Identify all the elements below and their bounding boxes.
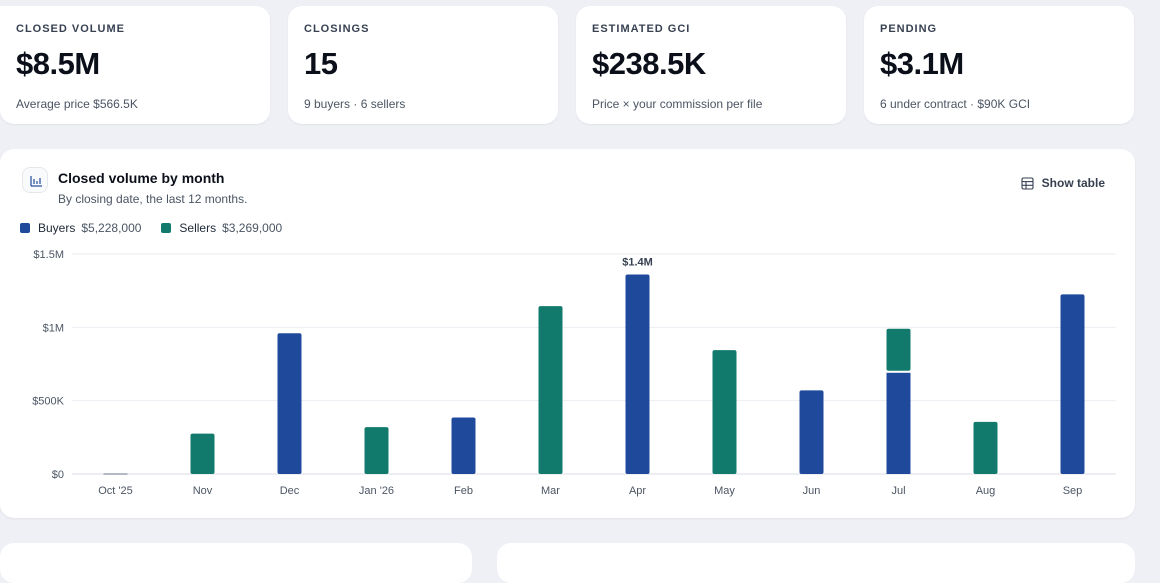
kpi-row: CLOSED VOLUME $8.5M Average price $566.5… — [0, 6, 1160, 125]
x-tick-label: May — [714, 485, 735, 497]
kpi-label: CLOSINGS — [304, 23, 370, 35]
bar-sellers-jul — [886, 328, 911, 371]
legend-swatch-sellers — [161, 223, 172, 233]
x-tick-label: Jun — [803, 485, 821, 497]
closed-volume-bar-chart: $0 $500K $1M $1.5M Oct '25 Nov Dec Jan '26 Feb Ma… — [32, 249, 1116, 497]
bar-buyers-sep — [1060, 294, 1085, 474]
kpi-pending: PENDING $3.1M 6 under contract · $90K GC… — [864, 6, 1134, 124]
kpi-closings: CLOSINGS 15 9 buyers · 6 sellers — [288, 6, 558, 124]
kpi-estimated-gci: ESTIMATED GCI $238.5K Price × your commi… — [576, 6, 846, 124]
kpi-label: PENDING — [880, 23, 938, 35]
kpi-subtext: 6 under contract · $90K GCI — [880, 97, 1031, 111]
y-tick-label: $1.5M — [33, 249, 64, 261]
bar-buyers-feb — [451, 417, 476, 474]
data-label: $1.4M — [622, 257, 653, 269]
bottom-card-left — [0, 543, 472, 583]
legend-item-buyers: Buyers $5,228,000 — [20, 221, 141, 235]
x-tick-label: Nov — [193, 485, 213, 497]
show-table-button[interactable]: Show table — [1021, 176, 1105, 190]
kpi-value: $8.5M — [16, 46, 100, 81]
legend-item-sellers: Sellers $3,269,000 — [161, 221, 282, 235]
x-tick-label: Feb — [454, 485, 473, 497]
kpi-subtext: Average price $566.5K — [16, 97, 138, 111]
table-icon — [1021, 176, 1034, 190]
y-tick-label: $1M — [43, 322, 64, 334]
chart-title: Closed volume by month — [58, 170, 225, 186]
legend-swatch-buyers — [20, 223, 30, 233]
kpi-subtext: Price × your commission per file — [592, 97, 763, 111]
x-tick-label: Sep — [1063, 485, 1083, 497]
legend-total: $3,269,000 — [222, 221, 283, 235]
x-tick-label: Apr — [629, 485, 646, 497]
closed-volume-chart-card: Closed volume by month By closing date, … — [0, 149, 1135, 518]
kpi-value: $3.1M — [880, 46, 964, 81]
bar-sellers-mar — [538, 306, 563, 474]
legend-label: Sellers — [179, 221, 217, 235]
kpi-label: ESTIMATED GCI — [592, 23, 691, 35]
bar-buyers-apr — [625, 274, 650, 474]
chart-legend: Buyers $5,228,000 Sellers $3,269,000 — [20, 221, 302, 235]
kpi-subtext: 9 buyers · 6 sellers — [304, 97, 406, 111]
bar-buyers-jul — [886, 372, 911, 474]
kpi-closed-volume: CLOSED VOLUME $8.5M Average price $566.5… — [0, 6, 270, 124]
x-tick-label: Jul — [891, 485, 905, 497]
bar-sellers-jan26 — [364, 427, 389, 474]
y-tick-label: $500K — [32, 396, 64, 408]
kpi-value: 15 — [304, 46, 338, 81]
bar-chart-icon — [22, 167, 48, 193]
x-tick-label: Dec — [280, 485, 300, 497]
legend-label: Buyers — [38, 221, 76, 235]
bar-buyers-dec — [277, 333, 302, 474]
kpi-label: CLOSED VOLUME — [16, 23, 125, 35]
bar-sellers-aug — [973, 421, 998, 474]
legend-total: $5,228,000 — [81, 221, 142, 235]
bottom-card-right — [497, 543, 1135, 583]
x-tick-label: Mar — [541, 485, 560, 497]
y-tick-label: $0 — [52, 469, 64, 481]
x-tick-label: Oct '25 — [98, 485, 133, 497]
kpi-value: $238.5K — [592, 46, 706, 81]
bar-buyers-jun — [799, 390, 824, 474]
chart-subtitle: By closing date, the last 12 months. — [58, 192, 248, 206]
x-tick-label: Jan '26 — [359, 485, 394, 497]
bar-sellers-may — [712, 350, 737, 474]
x-tick-label: Aug — [976, 485, 996, 497]
show-table-label: Show table — [1041, 176, 1105, 190]
bar-sellers-nov — [190, 433, 215, 474]
